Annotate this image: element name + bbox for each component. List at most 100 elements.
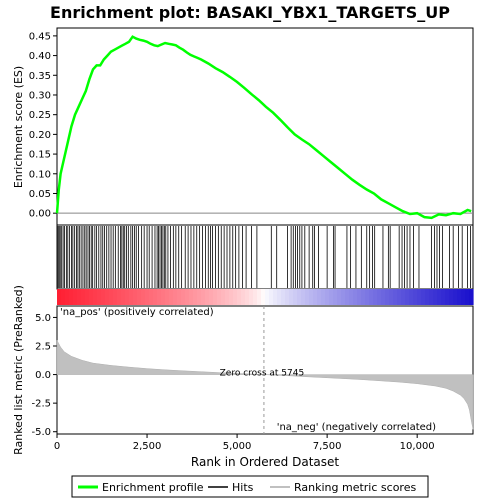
color-bar-cell xyxy=(381,289,386,305)
color-bar-cell xyxy=(293,289,298,305)
metric-ytick-label: 2.5 xyxy=(35,342,51,353)
color-bar-cell xyxy=(409,289,414,305)
color-bar-cell xyxy=(301,289,306,305)
color-bar-cell xyxy=(157,289,162,305)
metric-axis-label: Ranked list metric (PreRanked) xyxy=(12,285,25,455)
color-bar-cell xyxy=(169,289,174,305)
color-bar-cell xyxy=(145,289,150,305)
color-bar-cell xyxy=(313,289,318,305)
color-bar-cell xyxy=(373,289,378,305)
color-bar-cell xyxy=(205,289,210,305)
color-bar-cell xyxy=(449,289,454,305)
color-bar-cell xyxy=(149,289,154,305)
chart-title: Enrichment plot: BASAKI_YBX1_TARGETS_UP xyxy=(50,3,450,22)
color-bar-cell xyxy=(353,289,358,305)
color-bar-cell xyxy=(401,289,406,305)
color-bar-cell xyxy=(185,289,190,305)
negative-correlation-label: 'na_neg' (negatively correlated) xyxy=(277,422,436,433)
color-bar-cell xyxy=(201,289,206,305)
metric-ytick-label: 0.0 xyxy=(35,370,51,381)
metric-ytick-label: -5.0 xyxy=(31,427,51,438)
legend-box xyxy=(71,475,429,498)
color-bar-cell xyxy=(333,289,338,305)
enrichment-profile-line xyxy=(55,35,472,220)
color-bar-cell xyxy=(397,289,402,305)
color-bar-cell xyxy=(349,289,354,305)
legend-enrichment-label: Enrichment profile xyxy=(102,481,204,494)
hits-panel-frame xyxy=(56,224,474,290)
x-axis-ticks: 0 2,500 5,000 7,500 10,000 xyxy=(54,434,435,452)
color-bar-cell xyxy=(137,289,142,305)
color-bar-cell xyxy=(257,289,262,305)
rank-color-bar xyxy=(57,289,474,305)
color-bar-cell xyxy=(445,289,450,305)
es-ytick-label: 0.45 xyxy=(29,31,51,42)
color-bar-cell xyxy=(133,289,138,305)
color-bar-cell xyxy=(461,289,466,305)
color-bar-cell xyxy=(289,289,294,305)
legend-metric-label: Ranking metric scores xyxy=(294,481,416,494)
x-tick-label: 0 xyxy=(54,441,60,452)
es-panel-ticks: 0.00 0.05 0.10 0.15 0.20 0.25 0.30 0.35 0.40 0.45 xyxy=(29,31,57,220)
color-bar-cell xyxy=(305,289,310,305)
color-bar-cell xyxy=(193,289,198,305)
color-bar-cell xyxy=(233,289,238,305)
color-bar-cell xyxy=(117,289,122,305)
color-bar-cell xyxy=(437,289,442,305)
x-tick-label: 5,000 xyxy=(223,441,252,452)
color-bar-cell xyxy=(329,289,334,305)
x-tick-label: 10,000 xyxy=(400,441,435,452)
color-bar-cell xyxy=(385,289,390,305)
metric-panel-ticks: 5.0 2.5 0.0 -2.5 -5.0 xyxy=(31,313,57,438)
color-bar-cell xyxy=(181,289,186,305)
color-bar-cell xyxy=(225,289,230,305)
color-bar-cell xyxy=(97,289,102,305)
color-bar-cell xyxy=(61,289,66,305)
color-bar-cell xyxy=(365,289,370,305)
color-bar-cell xyxy=(121,289,126,305)
color-bar-cell xyxy=(281,289,286,305)
color-bar-cell xyxy=(309,289,314,305)
es-ytick-label: 0.35 xyxy=(29,71,51,82)
color-bar-cell xyxy=(413,289,418,305)
es-panel-frame xyxy=(56,27,474,226)
color-bar-cell xyxy=(341,289,346,305)
color-bar-cell xyxy=(197,289,202,305)
color-bar-cell xyxy=(173,289,178,305)
color-bar-cell xyxy=(237,289,242,305)
color-bar-cell xyxy=(85,289,90,305)
color-bar-cell xyxy=(77,289,82,305)
color-bar-cell xyxy=(369,289,374,305)
color-bar-cell xyxy=(249,289,254,305)
color-bar-cell xyxy=(265,289,270,305)
color-bar-cell xyxy=(213,289,218,305)
color-bar-cell xyxy=(457,289,462,305)
color-bar-cell xyxy=(113,289,118,305)
x-axis-label: Rank in Ordered Dataset xyxy=(191,455,339,469)
color-bar-cell xyxy=(221,289,226,305)
color-bar-cell xyxy=(245,289,250,305)
color-bar-cell xyxy=(433,289,438,305)
color-bar-cell xyxy=(153,289,158,305)
color-bar-cell xyxy=(453,289,458,305)
color-bar-cell xyxy=(161,289,166,305)
color-bar-cell xyxy=(321,289,326,305)
color-bar-cell xyxy=(57,289,62,305)
es-ytick-label: 0.20 xyxy=(29,130,51,141)
color-bar-cell xyxy=(273,289,278,305)
color-bar-cell xyxy=(425,289,430,305)
es-axis-label: Enrichment score (ES) xyxy=(12,66,25,188)
color-bar-cell xyxy=(73,289,78,305)
x-tick-label: 7,500 xyxy=(313,441,342,452)
color-bar-cell xyxy=(417,289,422,305)
color-bar-cell xyxy=(325,289,330,305)
metric-ytick-label: -2.5 xyxy=(31,399,51,410)
color-bar-cell xyxy=(81,289,86,305)
ranking-metric-area xyxy=(56,340,474,430)
color-bar-cell xyxy=(389,289,394,305)
color-bar-cell xyxy=(241,289,246,305)
hits-marks xyxy=(56,226,471,288)
metric-ytick-label: 5.0 xyxy=(35,313,51,324)
color-bar-cell xyxy=(125,289,130,305)
